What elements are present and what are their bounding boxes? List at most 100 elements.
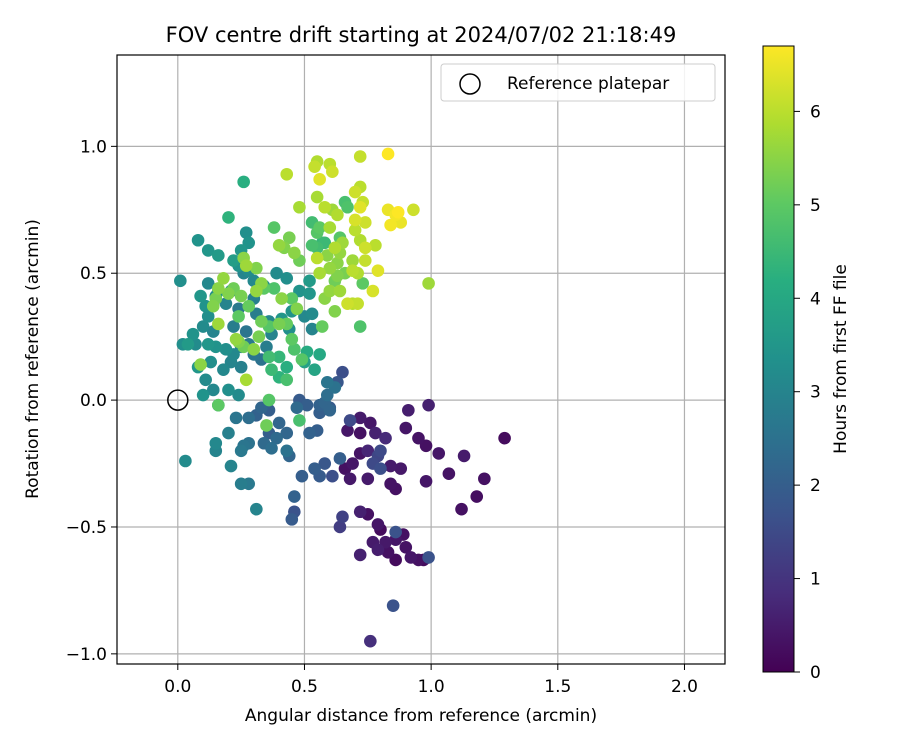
scatter-point <box>498 431 511 445</box>
scatter-point <box>364 416 377 430</box>
scatter-point <box>201 337 215 351</box>
scatter-point <box>201 310 215 323</box>
scatter-point <box>219 343 233 356</box>
scatter-point <box>353 150 367 163</box>
scatter-point <box>280 167 294 181</box>
scatter-point <box>234 477 248 491</box>
scatter-point <box>303 274 316 288</box>
scatter-point <box>455 502 468 516</box>
scatter-point <box>374 462 387 475</box>
scatter-point <box>303 287 316 300</box>
scatter-point <box>313 221 326 234</box>
scatter-point <box>399 540 413 554</box>
scatter-point <box>227 320 240 333</box>
scatter-point <box>191 233 205 247</box>
scatter-point <box>404 551 418 564</box>
scatter-point <box>358 216 372 229</box>
scatter-point <box>384 218 397 232</box>
scatter-point <box>348 213 362 227</box>
scatter-point <box>381 546 395 559</box>
colorbar: 0 1 2 3 4 5 6 Hours from first FF file <box>762 45 851 683</box>
scatter-point <box>422 277 435 290</box>
scatter-point <box>288 246 301 260</box>
scatter-point <box>227 254 240 267</box>
legend-open-circle-marker <box>459 73 481 95</box>
scatter-point <box>386 599 400 612</box>
scatter-point <box>305 307 319 321</box>
legend: Reference platepar <box>440 63 716 102</box>
scatter-point <box>280 360 294 374</box>
x-tick-label: 2.0 <box>671 677 698 697</box>
scatter-point <box>336 510 349 524</box>
scatter-point <box>217 272 230 285</box>
scatter-point <box>318 200 332 214</box>
scatter-point <box>265 363 278 376</box>
scatter-point <box>194 289 207 303</box>
scatter-point <box>222 426 235 440</box>
scatter-point <box>313 173 326 186</box>
scatter-point <box>267 282 281 295</box>
scatter-point <box>341 424 354 437</box>
scatter-point <box>293 200 306 214</box>
scatter-point <box>310 190 324 204</box>
scatter-point <box>290 302 304 316</box>
scatter-point <box>250 261 263 275</box>
scatter-point <box>353 548 367 562</box>
scatter-point <box>333 520 347 534</box>
legend-label: Reference platepar <box>507 74 669 94</box>
scatter-point <box>212 249 225 262</box>
scatter-point <box>310 251 324 265</box>
scatter-point <box>442 467 456 480</box>
scatter-point <box>341 200 354 214</box>
scatter-point <box>280 426 294 440</box>
scatter-point <box>201 244 215 257</box>
scatter-point <box>326 165 339 179</box>
y-tick-label: −0.5 <box>66 518 107 538</box>
grid <box>117 55 725 664</box>
scatter-point <box>222 287 235 300</box>
scatter-point <box>419 439 433 453</box>
scatter-point <box>267 221 281 234</box>
chart-title: FOV centre drift starting at 2024/07/02 … <box>166 23 677 47</box>
scatter-point <box>313 348 326 361</box>
scatter-point <box>333 452 347 465</box>
scatter-point <box>242 236 256 250</box>
scatter-point <box>239 325 253 338</box>
scatter-point <box>239 373 253 387</box>
scatter-point <box>366 284 380 298</box>
scatter-point <box>379 535 392 549</box>
scatter-point <box>222 211 235 224</box>
scatter-point <box>353 320 367 333</box>
scatter-point <box>212 398 225 412</box>
scatter-point <box>288 490 301 503</box>
scatter-point <box>391 206 405 219</box>
scatter-point <box>186 327 200 341</box>
scatter-point <box>239 226 253 239</box>
scatter-point <box>295 353 309 366</box>
scatter-point <box>206 383 220 397</box>
scatter-point <box>412 431 425 445</box>
scatter-point <box>353 426 367 440</box>
scatter-point <box>285 513 299 526</box>
scatter-point <box>384 477 397 491</box>
scatter-point <box>358 254 372 267</box>
scatter-point <box>470 490 484 503</box>
scatter-point <box>194 358 207 371</box>
scatter-point <box>343 472 357 486</box>
reference-platepar-marker <box>167 389 189 411</box>
scatter-point <box>255 315 268 328</box>
scatter-point <box>212 282 225 295</box>
scatter-point <box>229 332 243 346</box>
scatter-point <box>234 289 248 303</box>
scatter-point <box>402 403 415 417</box>
scatter-point <box>305 322 319 336</box>
scatter-point <box>272 239 286 252</box>
scatter-point <box>348 185 362 199</box>
y-tick-label: 0.5 <box>80 264 107 284</box>
scatter-point <box>285 332 299 346</box>
x-tick-label: 1.5 <box>544 677 571 697</box>
scatter-point <box>323 284 337 298</box>
scatter-point <box>242 411 256 425</box>
scatter-point <box>303 426 316 440</box>
scatter-point <box>407 203 420 217</box>
